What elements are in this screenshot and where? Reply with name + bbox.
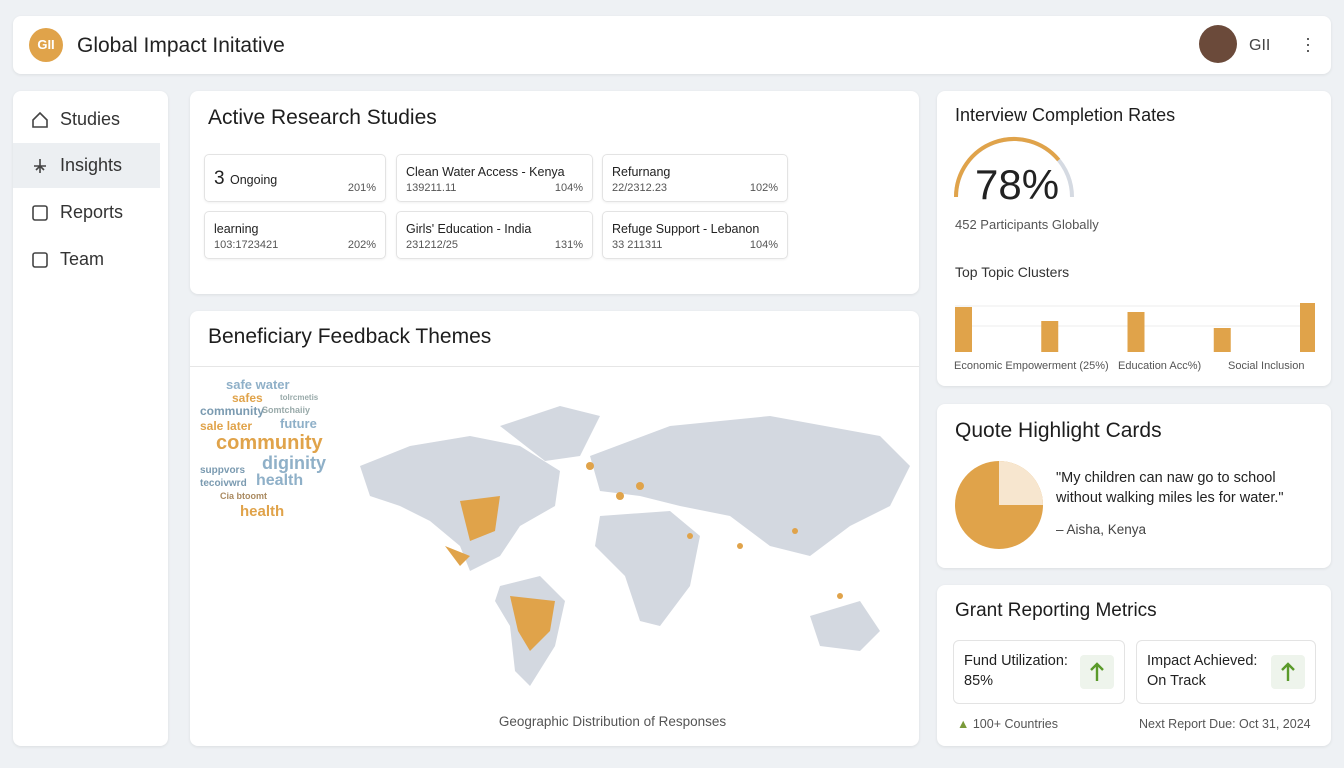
study-card[interactable]: 3 Ongoing 201% [204,154,386,202]
panel-title: Grant Reporting Metrics [955,600,1157,621]
metric-card: Fund Utilization: 85% [953,640,1125,704]
sidebar: Studies Insights Reports Team [13,91,168,746]
logo: GII [29,28,63,62]
study-pct: 104% [749,239,778,251]
bar [1041,321,1059,352]
countries-text: 100+ Countries [972,717,1058,731]
study-pct: 131% [554,239,583,251]
clusters-title: Top Topic Clusters [955,264,1070,280]
report-due: Next Report Due: Oct 31, 2024 [1139,717,1311,731]
map-caption: Geographic Distribution of Responses [498,714,727,729]
nav-item[interactable]: Insights [13,143,160,188]
theme-word: community [216,432,323,454]
word-cloud: safe water safes tolrcmetis community Somtch… [200,377,350,537]
nav-item[interactable]: Team [13,237,160,282]
metric-label: Fund Utilization: [964,653,1068,669]
nav-item[interactable]: Studies [13,97,160,142]
divider [190,366,919,367]
study-card[interactable]: learning 103:1723421 202% [204,211,386,259]
theme-word: Somtchaiiy [262,405,311,415]
theme-word: Cia btoomt [220,491,267,501]
countries: ▲ 100+ Countries [957,717,1058,731]
theme-word: future [280,416,317,431]
study-pct: 201% [347,182,376,194]
theme-word: tecoivwrd [200,478,247,489]
theme-word: tolrcmetis [280,393,319,402]
study-count: 3 [214,168,225,189]
grant-panel: Grant Reporting Metrics Fund Utilization… [937,585,1331,746]
header: GII Global Impact Initative GII · · · [13,16,1331,74]
bar [1127,312,1145,352]
cluster-label: Education Acc%) [1118,360,1202,372]
theme-word: community [200,404,265,418]
study-pct: 202% [347,239,376,251]
bar [955,307,972,352]
nav-item[interactable]: Reports [13,190,160,235]
quote-pie [955,461,1043,549]
theme-word: suppvors [200,465,246,476]
theme-word: safes [232,391,263,405]
study-name: Refuge Support - Lebanon [612,222,760,236]
study-name: Clean Water Access - Kenya [406,165,565,179]
feedback-panel: Beneficiary Feedback Themes safe water sa… [190,311,919,746]
theme-word: diginity [262,453,326,473]
quote-text: "My children can naw go to school withou… [1056,470,1284,506]
study-card[interactable]: Refuge Support - Lebanon 33 211311 104% [602,211,788,259]
panel-title: Quote Highlight Cards [955,419,1162,442]
theme-word: health [256,472,304,489]
bar [1300,303,1315,352]
study-card[interactable]: Girls' Education - India 231212/25 131% [396,211,593,259]
study-pct: 102% [749,182,778,194]
completion-panel: Interview Completion Rates 78% 452 Parti… [937,91,1331,386]
theme-word: health [240,503,285,520]
study-name: Ongoing [230,173,278,187]
cluster-chart [955,303,1315,352]
avatar[interactable] [1199,25,1237,63]
panel-title: Beneficiary Feedback Themes [208,325,492,348]
user-name[interactable]: GII [1249,37,1271,54]
arrow-up [1271,655,1305,689]
panel-title: Interview Completion Rates [955,105,1176,125]
study-code: 22/2312.23 [612,182,668,194]
study-code: 33 211311 [612,239,663,251]
study-name: Girls' Education - India [406,222,532,236]
world-map [360,406,910,686]
panel-title: Active Research Studies [208,106,437,129]
participants: 452 Participants Globally [955,217,1099,232]
quote-author: – Aisha, Kenya [1056,522,1147,537]
metric-value: On Track [1147,673,1206,689]
theme-word: safe water [226,377,290,392]
study-card[interactable]: Clean Water Access - Kenya 139211.11 104% [396,154,593,202]
studies-panel: Active Research Studies 3 Ongoing 201% C… [190,91,919,294]
bar [1213,328,1231,352]
study-name: Refurnang [612,165,671,179]
gauge-label: 78% [975,161,1060,208]
metric-label: Impact Achieved: [1147,653,1258,669]
menu[interactable]: · · · [1305,28,1311,60]
metric-value: 85% [964,673,994,689]
theme-word: sale later [200,419,253,433]
arrow-up [1080,655,1114,689]
gauge-arc [954,137,1061,198]
cluster-label: Social Inclusion [1228,360,1305,372]
study-pct: 104% [554,182,583,194]
study-code: 231212/25 [406,239,458,251]
study-name: learning [214,222,259,236]
metric-card: Impact Achieved: On Track [1136,640,1316,704]
study-code: 103:1723421 [214,239,279,251]
study-card[interactable]: Refurnang 22/2312.23 102% [602,154,788,202]
gauge [954,137,1074,198]
cluster-label: Economic Empowerment (25%) [954,360,1109,372]
study-code: 139211.11 [406,182,457,194]
quote-panel: Quote Highlight Cards "My children can n… [937,404,1331,568]
app-title: Global Impact Initative [77,34,285,57]
